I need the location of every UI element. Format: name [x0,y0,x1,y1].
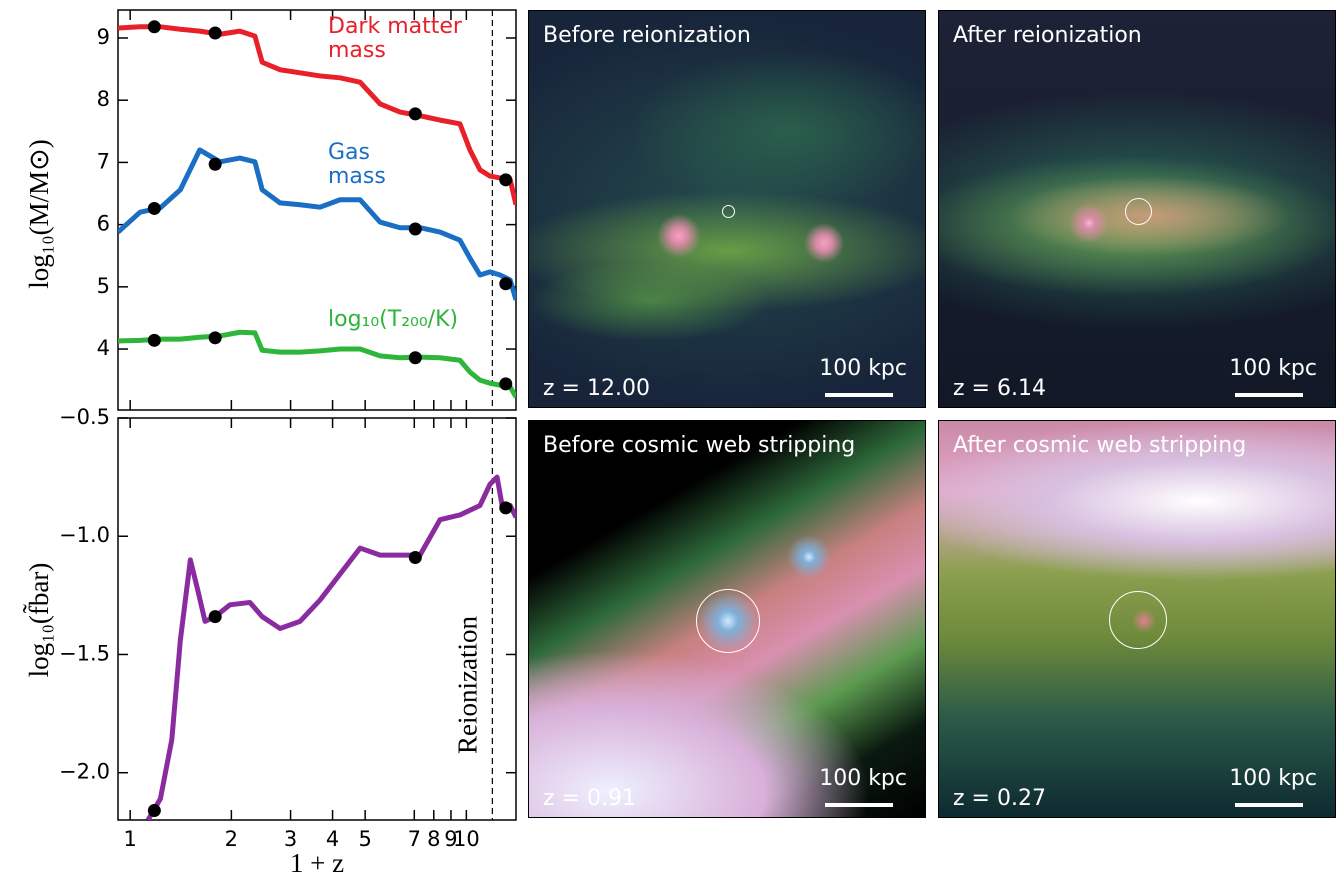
snapshot-marker [408,222,422,236]
y-axis-label: log₁₀(f̃bar) [23,563,55,678]
snapshot-marker [208,331,222,345]
y-tick-label: 8 [97,87,110,111]
x-tick-label: 7 [408,827,421,851]
snapshot-marker [499,173,513,187]
scale-label: 100 kpc [1229,766,1317,791]
y-tick-label: −1.0 [59,523,110,547]
scale-label: 100 kpc [819,356,907,381]
redshift: z = 0.91 [543,786,636,811]
snapshot-marker [499,501,513,515]
redshift: z = 0.27 [953,786,1046,811]
scale-bar [825,803,893,807]
series-label: Dark matter mass [328,14,462,63]
snapshot-marker [408,107,422,121]
y-tick-label: −1.5 [59,641,110,665]
x-tick-label: 10 [453,827,480,851]
snapshot-marker [408,351,422,365]
snapshot-marker [499,277,513,291]
scale-bar [1235,393,1303,397]
x-tick-label: 4 [326,827,339,851]
snapshot-marker [208,157,222,171]
snapshot-marker [147,333,161,347]
vline-label: Reionization [453,616,483,754]
panel-title: After cosmic web stripping [953,433,1247,458]
halo-circle [722,205,735,218]
snapshot-marker [208,610,222,624]
series-line [118,329,516,399]
series-label: log₁₀(T₂₀₀/K) [328,307,459,332]
scale-label: 100 kpc [819,766,907,791]
image-panel: After cosmic web stripping z = 0.27 100 … [938,420,1336,818]
x-tick-label: 2 [225,827,238,851]
plot-frame [117,9,517,411]
x-tick-label: 5 [358,827,371,851]
snapshot-marker [147,20,161,34]
snapshot-marker [499,377,513,391]
panel-title: Before reionization [543,23,751,48]
halo-circle [1109,591,1167,649]
halo-circle [696,589,760,653]
halo-circle [1125,198,1152,225]
snapshot-marker [208,26,222,40]
image-panel: After reionization z = 6.14 100 kpc [938,10,1336,408]
redshift: z = 6.14 [953,376,1046,401]
panel-title: Before cosmic web stripping [543,433,856,458]
plot-frame [117,417,517,821]
x-tick-label: 8 [427,827,440,851]
y-tick-label: 7 [97,149,110,173]
x-tick-label: 1 [123,827,136,851]
snapshot-marker [147,201,161,215]
redshift: z = 12.00 [543,376,650,401]
y-axis-label: log₁₀(M/M⊙) [24,139,54,288]
y-tick-label: −0.5 [59,405,110,429]
scale-label: 100 kpc [1229,356,1317,381]
y-tick-label: 4 [97,336,110,360]
scale-bar [825,393,893,397]
scale-bar [1235,803,1303,807]
panel-title: After reionization [953,23,1142,48]
series-label: Gas mass [328,140,386,189]
series-line [118,147,516,301]
x-axis-label: 1 + z [290,848,344,878]
image-panel: Before reionization z = 12.00 100 kpc [528,10,926,408]
x-tick-label: 3 [284,827,297,851]
y-tick-label: 9 [97,25,110,49]
y-tick-label: −2.0 [59,760,110,784]
image-panel: Before cosmic web stripping z = 0.91 100… [528,420,926,818]
snapshot-marker [147,804,161,818]
y-tick-label: 6 [97,212,110,236]
snapshot-marker [408,551,422,565]
y-tick-label: 5 [97,274,110,298]
series-line [145,474,516,820]
series-line [118,24,516,206]
x-tick-label: 9 [444,827,457,851]
